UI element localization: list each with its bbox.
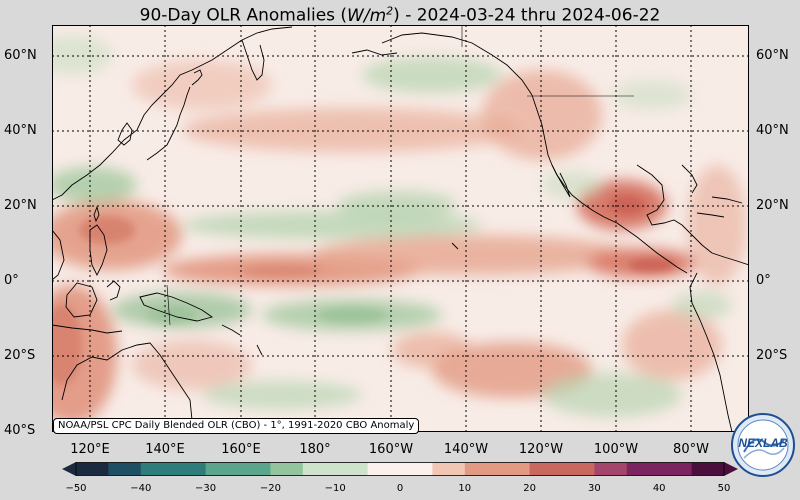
colorbar-cell <box>594 462 628 476</box>
colorbar-cell <box>659 462 693 476</box>
colorbar-cell <box>691 462 725 476</box>
colorbar-tick-label: 0 <box>396 483 404 494</box>
colorbar-cell <box>173 462 207 476</box>
colorbar-cell <box>529 462 563 476</box>
colorbar-cell <box>400 462 433 476</box>
colorbar-cell <box>140 462 174 476</box>
lon-label: 120°E <box>70 442 110 457</box>
lon-label: 140°W <box>443 442 489 457</box>
data-source-note: NOAA/PSL CPC Daily Blended OLR (CBO) - 1… <box>53 418 420 434</box>
logo-text: NEXLAB <box>738 436 788 450</box>
colorbar-cell <box>497 462 531 476</box>
colorbar-tick-label: −20 <box>259 483 281 494</box>
lon-label: 80°W <box>673 442 709 457</box>
lat-label-right: 20°N <box>756 198 789 213</box>
colorbar-tick-label: 40 <box>652 483 666 494</box>
lat-label-right: 60°N <box>756 48 789 63</box>
lon-label: 160°W <box>368 442 414 457</box>
colorbar-cell <box>108 462 142 476</box>
coastlines <box>52 25 749 432</box>
colorbar-tick-label: −50 <box>65 483 87 494</box>
colorbar-cell <box>335 462 369 476</box>
lat-label-left: 40°N <box>4 123 37 138</box>
anomaly-detail <box>52 195 676 385</box>
colorbar-tick-label: 10 <box>458 483 472 494</box>
nexlab-logo: NEXLAB <box>731 413 795 477</box>
colorbar-cell <box>562 462 595 476</box>
colorbar-tick-label: −30 <box>195 483 217 494</box>
colorbar-cell <box>626 462 660 476</box>
colorbar-cell <box>76 462 109 476</box>
olr-anomaly-map <box>52 25 749 432</box>
colorbar-cell <box>270 462 304 476</box>
colorbar-cell <box>432 462 466 476</box>
lat-label-left: 0° <box>4 273 19 288</box>
lon-label: 180° <box>299 442 331 457</box>
map-title: 90-Day OLR Anomalies (W/m2) - 2024-03-24… <box>139 4 661 26</box>
colorbar-tick-label: 30 <box>588 483 601 494</box>
lat-label-right: 0° <box>756 273 771 288</box>
lon-label: 120°W <box>518 442 564 457</box>
lat-label-left: 20°N <box>4 198 37 213</box>
colorbar-tick-label: −40 <box>130 483 152 494</box>
colorbar-cell <box>302 462 336 476</box>
lon-label: 100°W <box>593 442 639 457</box>
lon-label: 160°E <box>221 442 261 457</box>
lat-label-left: 20°S <box>4 348 36 363</box>
colorbar-tick-label: −10 <box>324 483 346 494</box>
lat-label-right: 40°N <box>756 123 789 138</box>
colorbar-tick-label: 50 <box>717 483 731 494</box>
lat-label-right: 20°S <box>756 348 788 363</box>
map-canvas <box>52 25 749 432</box>
lon-label: 140°E <box>145 442 185 457</box>
colorbar-cell <box>367 462 401 476</box>
lat-label-left: 60°N <box>4 48 37 63</box>
colorbar-cell <box>238 462 271 476</box>
lat-label-left: 40°S <box>4 423 36 438</box>
colorbar <box>62 462 738 476</box>
colorbar-tick-label: 20 <box>523 483 536 494</box>
graticule <box>52 25 749 432</box>
colorbar-cell <box>464 462 498 476</box>
colorbar-high-extend <box>724 462 738 476</box>
colorbar-cell <box>205 462 239 476</box>
colorbar-low-extend <box>62 462 76 476</box>
